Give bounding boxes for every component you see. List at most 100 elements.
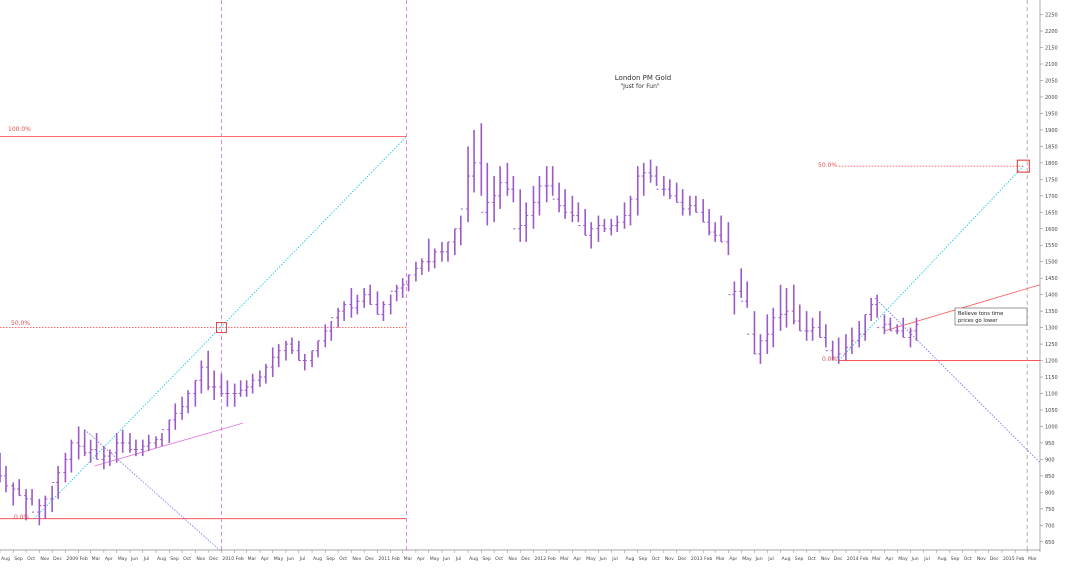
ohlc-bar — [466, 146, 471, 223]
ohlc-bar — [791, 284, 796, 325]
note-line-1: Believe tons time — [958, 311, 1003, 317]
ohlc-bar — [56, 465, 61, 499]
ohlc-bar — [765, 314, 770, 354]
y-tick-label: 1150 — [1045, 375, 1058, 381]
y-tick-label: 800 — [1045, 490, 1055, 496]
ohlc-bar — [485, 162, 490, 226]
y-tick-label: 700 — [1045, 523, 1055, 529]
ohlc-bar — [160, 429, 165, 447]
ohlc-bar — [863, 313, 868, 341]
x-tick-label: Nov — [196, 556, 205, 562]
x-tick-label: Sep — [326, 556, 335, 562]
x-tick-label: Jul — [455, 556, 462, 562]
ohlc-bar — [810, 317, 815, 341]
y-tick-label: 900 — [1045, 457, 1055, 463]
ohlc-bar — [687, 195, 692, 216]
ohlc-bar — [432, 248, 437, 269]
note-box: Believe tons time prices go lower — [954, 307, 1028, 326]
ohlc-bar — [101, 446, 106, 470]
x-tick-label: Feb — [860, 556, 868, 562]
ohlc-bar — [225, 380, 230, 407]
ohlc-bar — [342, 301, 347, 322]
ohlc-bar — [0, 452, 2, 483]
y-axis: 650 700 750 800 850 900 950 1000 1050 1100 1150 120… — [1039, 0, 1058, 552]
x-tick-label: Jul — [611, 556, 618, 562]
ohlc-bar — [24, 489, 29, 521]
x-axis: Aug Sep Oct Nov Dec 2009 Feb Mar Apr May Jun Jul Aug… — [0, 549, 1040, 562]
ohlc-bar — [609, 218, 614, 236]
x-tick-label: Mar — [872, 556, 881, 562]
ohlc-bar — [882, 314, 887, 335]
y-tick-label: 1750 — [1045, 177, 1058, 183]
ohlc-bar — [394, 284, 399, 302]
ohlc-bar — [140, 439, 145, 457]
ohlc-bar — [458, 208, 463, 246]
x-tick-label: Apr — [261, 556, 269, 562]
ohlc-bar — [641, 162, 646, 196]
y-tick-label: 1900 — [1045, 128, 1058, 134]
ohlc-bar — [63, 452, 68, 483]
x-tick-label: Nov — [821, 556, 830, 562]
ohlc-bar — [758, 334, 763, 364]
x-tick-label: Apr — [885, 556, 893, 562]
x-tick-label: May — [586, 556, 596, 562]
x-tick-label: Oct — [808, 556, 816, 562]
x-tick-label: Dec — [209, 556, 218, 562]
x-tick-label: May — [742, 556, 752, 562]
y-tick-label: 1650 — [1045, 210, 1058, 216]
markers-layer — [215, 159, 1030, 334]
y-tick-label: 850 — [1045, 474, 1055, 480]
x-tick-label: Mar — [92, 556, 101, 562]
ohlc-bar — [289, 337, 294, 354]
ohlc-bar — [368, 284, 373, 306]
ohlc-bar — [154, 436, 159, 448]
x-tick-label: Jul — [143, 556, 150, 562]
ohlc-bar — [914, 317, 919, 341]
ohlc-bar — [674, 182, 679, 203]
fib2-50-marker — [1016, 159, 1030, 173]
ohlc-bar — [797, 304, 802, 332]
x-tick-label: Feb — [236, 556, 244, 562]
ohlc-bar — [244, 380, 249, 397]
ohlc-bar — [146, 434, 151, 452]
x-tick-label: Oct — [495, 556, 503, 562]
ohlc-bar — [445, 241, 450, 262]
ohlc-bar — [439, 241, 444, 262]
x-tick-label: 2013 — [691, 556, 703, 562]
x-tick-label: Sep — [951, 556, 960, 562]
ohlc-bar — [206, 350, 211, 391]
ohlc-bar — [576, 202, 581, 226]
ohlc-bar — [518, 189, 523, 242]
x-tick-label: 2015 — [1003, 556, 1015, 562]
y-tick-label: 1500 — [1045, 260, 1058, 266]
x-tick-label: Jun — [598, 556, 606, 562]
ohlc-bar — [836, 337, 841, 364]
y-tick-label: 2050 — [1045, 78, 1058, 84]
x-tick-label: Aug — [157, 556, 166, 562]
y-tick-label: 1000 — [1045, 424, 1058, 430]
x-tick-label: Apr — [105, 556, 113, 562]
x-tick-label: May — [118, 556, 128, 562]
x-tick-label: Feb — [80, 556, 88, 562]
x-tick-label: 2012 — [534, 556, 546, 562]
ohlc-bar — [602, 218, 607, 233]
ohlc-bar — [901, 317, 906, 338]
ohlc-bar — [283, 340, 288, 361]
x-tick-label: Jun — [442, 556, 450, 562]
ohlc-bar — [316, 340, 321, 358]
x-tick-label: Oct — [339, 556, 347, 562]
fib-50-label: 50.0% — [11, 320, 30, 327]
ohlc-bar — [498, 166, 503, 209]
x-tick-label: Aug — [626, 556, 635, 562]
x-tick-label: Apr — [573, 556, 581, 562]
x-tick-label: Dec — [365, 556, 374, 562]
ohlc-bar — [505, 162, 510, 196]
ohlc-bar — [88, 439, 93, 463]
y-tick-label: 2200 — [1045, 29, 1058, 35]
ohlc-bar — [336, 307, 341, 328]
ohlc-bar — [531, 185, 536, 229]
ohlc-bar — [270, 347, 275, 378]
y-tick-label: 1300 — [1045, 326, 1058, 332]
ohlc-bar — [823, 324, 828, 352]
